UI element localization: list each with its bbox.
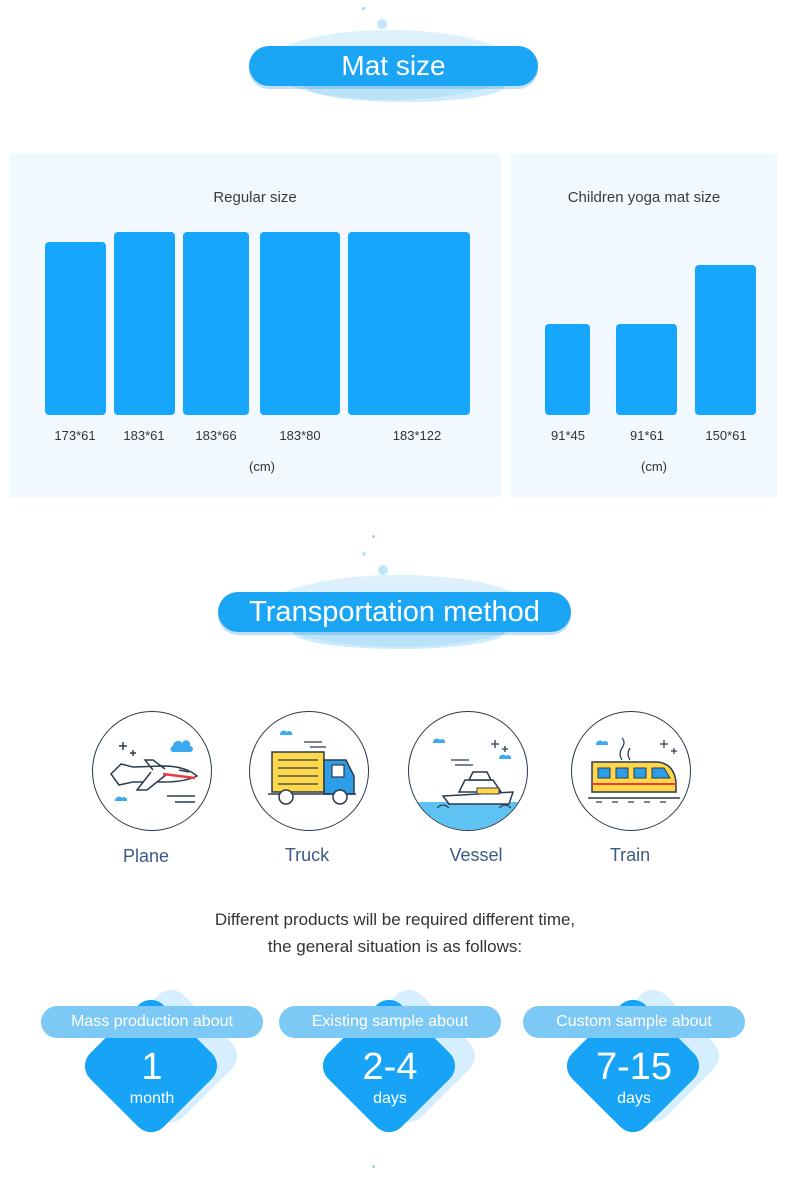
mat-size-banner: Mat size [245, 30, 545, 105]
plane-circle [92, 711, 212, 831]
mat-bar-183x66 [183, 232, 249, 415]
train-circle [571, 711, 691, 831]
size-label: 91*45 [551, 428, 585, 443]
size-label: 91*61 [630, 428, 664, 443]
unit-label: (cm) [641, 459, 667, 474]
lead-time-value: 2-4 [362, 1046, 418, 1088]
lead-time-label: Existing sample about [279, 1006, 501, 1038]
lead-time-value: 7-15 [595, 1046, 673, 1088]
decor-dot [362, 552, 366, 556]
transport-banner: Transportation method [214, 575, 579, 653]
regular-size-title: Regular size [213, 189, 297, 206]
decor-dot [372, 535, 375, 538]
children-size-panel: Children yoga mat size 91*45 91*61 150*6… [510, 153, 778, 498]
mat-bar-183x122 [348, 232, 470, 415]
lead-time-label: Custom sample about [523, 1006, 745, 1038]
size-label: 150*61 [705, 428, 747, 443]
children-size-title: Children yoga mat size [567, 189, 721, 206]
vessel-circle [408, 711, 528, 831]
size-label: 173*61 [54, 428, 96, 443]
mat-size-title: Mat size [249, 46, 538, 86]
lead-time-label: Mass production about [41, 1006, 263, 1038]
mat-bar-183x61 [114, 232, 175, 415]
decor-dot [372, 1165, 375, 1168]
lead-time-unit: days [373, 1090, 407, 1107]
unit-label: (cm) [249, 459, 275, 474]
lead-time-value: 1 [141, 1046, 163, 1088]
mat-bar-173x61 [45, 242, 106, 415]
lead-time-note-line2: the general situation is as follows: [267, 937, 523, 956]
lead-time-card-existing: Existing sample about 2-4 days [279, 982, 519, 1146]
lead-time-note-line1: Different products will be required diff… [214, 910, 576, 929]
train-icon [588, 737, 680, 803]
decor-dot [377, 19, 387, 29]
size-label: 183*80 [279, 428, 321, 443]
transport-label-vessel: Vessel [449, 845, 503, 865]
transport-label-train: Train [609, 845, 651, 865]
decor-dot [362, 7, 365, 10]
truck-icon [268, 730, 356, 805]
mat-bar-91x45 [545, 324, 590, 415]
lead-time-unit: days [617, 1090, 651, 1107]
lead-time-card-custom: Custom sample about 7-15 days [523, 982, 763, 1146]
size-label: 183*61 [123, 428, 165, 443]
size-label: 183*66 [195, 428, 237, 443]
decor-dot [378, 565, 388, 575]
regular-size-panel: Regular size 173*61 183*61 183*66 183*80… [9, 153, 501, 498]
mat-bar-150x61 [695, 265, 756, 415]
size-label: 183*122 [392, 428, 442, 443]
transport-label-plane: Plane [122, 846, 170, 866]
truck-circle [249, 711, 369, 831]
plane-icon [110, 740, 199, 803]
lead-time-card-mass: Mass production about 1 month [41, 982, 281, 1146]
lead-time-unit: month [129, 1090, 175, 1107]
mat-bar-91x61 [616, 324, 677, 415]
mat-bar-183x80 [260, 232, 340, 415]
transport-title: Transportation method [218, 592, 571, 632]
vessel-icon [409, 738, 527, 830]
transport-label-truck: Truck [284, 845, 330, 865]
